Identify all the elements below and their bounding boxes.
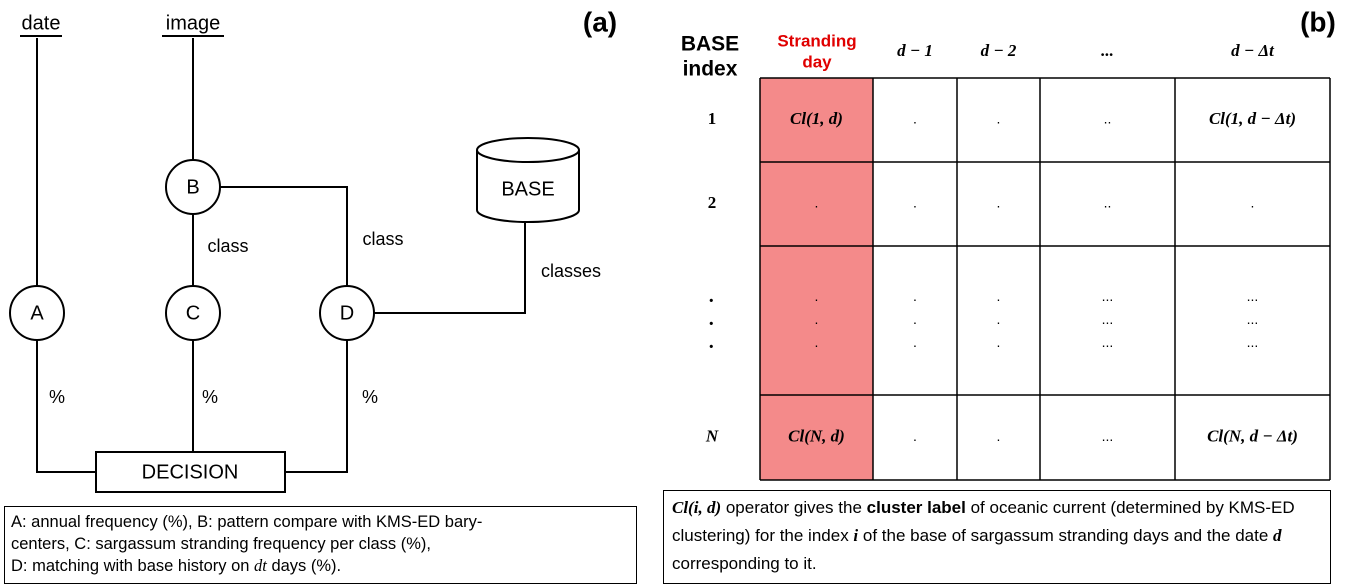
caption-text: D: matching with base history on bbox=[11, 557, 255, 575]
header-label: index bbox=[683, 58, 738, 81]
node-label: D bbox=[340, 302, 354, 324]
edge-label: % bbox=[362, 387, 378, 407]
cell-text: . bbox=[997, 195, 1001, 211]
highlight-column bbox=[760, 78, 873, 480]
cell-text: . bbox=[913, 311, 917, 327]
cell-text: . bbox=[913, 195, 917, 211]
cell-text: Cl(N, d) bbox=[788, 426, 845, 445]
cell-text: . bbox=[913, 288, 917, 304]
edge-label: classes bbox=[541, 261, 601, 281]
panel-label: (b) bbox=[1300, 6, 1336, 37]
edge-label: class bbox=[362, 229, 403, 249]
cell-text: . bbox=[815, 288, 819, 304]
caption: A: annual frequency (%), B: pattern comp… bbox=[4, 506, 637, 584]
edge-label: class bbox=[207, 236, 248, 256]
cell-text: ... bbox=[1247, 288, 1259, 304]
caption-line: centers, C: sargassum stranding frequenc… bbox=[11, 535, 432, 553]
cell-text: . bbox=[997, 428, 1001, 444]
cell-text: . bbox=[710, 331, 715, 353]
base-label: BASE bbox=[501, 178, 554, 200]
panel-label: (a) bbox=[583, 6, 617, 37]
decision-label: DECISION bbox=[142, 461, 239, 483]
cell-text: ... bbox=[1102, 288, 1114, 304]
edge-label: % bbox=[202, 387, 218, 407]
cell-text: ... bbox=[1247, 334, 1259, 350]
cell-text: .. bbox=[1104, 111, 1112, 127]
caption-text: Cl(i, d) bbox=[672, 498, 722, 517]
row-label: N bbox=[705, 426, 719, 445]
node-label: C bbox=[186, 302, 200, 324]
caption-text: of oceanic current (determined by KMS-ED… bbox=[672, 498, 1295, 545]
caption-line: D: matching with base history on dt days… bbox=[11, 555, 630, 577]
cell-text: . bbox=[710, 285, 715, 307]
cell-text: . bbox=[815, 311, 819, 327]
caption-text: i bbox=[853, 526, 859, 545]
cell-text: . bbox=[710, 308, 715, 330]
cell-text: Cl(1, d − Δt) bbox=[1209, 109, 1296, 128]
caption-text: operator gives the bbox=[721, 498, 867, 517]
cell-text: ... bbox=[1102, 428, 1114, 444]
caption-text: d bbox=[1273, 526, 1282, 545]
row-label: 2 bbox=[708, 193, 717, 212]
cell-text: . bbox=[913, 111, 917, 127]
header-label: Stranding bbox=[777, 31, 856, 50]
header-label: d − 2 bbox=[981, 41, 1017, 60]
edge-label: % bbox=[49, 387, 65, 407]
header-label: BASE bbox=[681, 33, 739, 56]
caption-text: cluster label bbox=[866, 498, 966, 517]
cell-text: .. bbox=[1104, 195, 1112, 211]
cell-text: . bbox=[815, 334, 819, 350]
cell-text: ... bbox=[1102, 311, 1114, 327]
cell-text: . bbox=[1251, 195, 1255, 211]
caption-text: dt bbox=[254, 556, 267, 575]
row-label: 1 bbox=[708, 109, 717, 128]
header-label: day bbox=[802, 52, 832, 71]
connectors bbox=[9, 35, 580, 493]
input-label: date bbox=[22, 12, 61, 34]
cell-text: . bbox=[913, 334, 917, 350]
cell-text: . bbox=[913, 428, 917, 444]
cell-text: . bbox=[997, 334, 1001, 350]
header-label: ... bbox=[1101, 41, 1114, 60]
node-label: A bbox=[30, 302, 44, 324]
caption: Cl(i, d) operator gives the cluster labe… bbox=[663, 490, 1331, 584]
caption-text: days (%). bbox=[266, 557, 342, 575]
cell-text: ... bbox=[1102, 334, 1114, 350]
caption-text: corresponding to it. bbox=[672, 554, 817, 573]
cell-text: Cl(N, d − Δt) bbox=[1207, 426, 1298, 445]
input-label: image bbox=[166, 12, 220, 34]
caption-text: of the base of sargassum stranding days … bbox=[858, 526, 1274, 545]
header-label: d − 1 bbox=[897, 41, 933, 60]
cell-text: . bbox=[815, 195, 819, 211]
cell-text: ... bbox=[1247, 311, 1259, 327]
cell-text: Cl(1, d) bbox=[790, 109, 843, 128]
node-label: B bbox=[186, 176, 199, 198]
header-label: d − Δt bbox=[1231, 41, 1275, 60]
cell-text: . bbox=[997, 288, 1001, 304]
cell-text: . bbox=[997, 311, 1001, 327]
caption-line: A: annual frequency (%), B: pattern comp… bbox=[11, 513, 483, 531]
cell-text: . bbox=[997, 111, 1001, 127]
